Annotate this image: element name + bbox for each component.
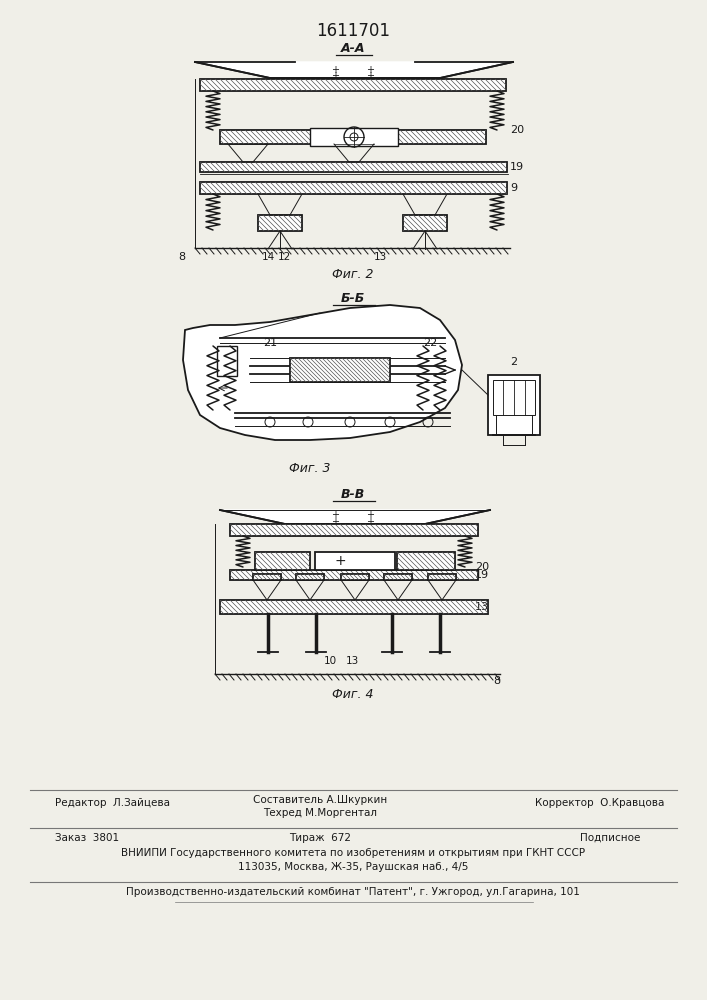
Bar: [310, 128, 398, 146]
Polygon shape: [195, 62, 513, 78]
Bar: [258, 215, 302, 231]
Polygon shape: [220, 510, 490, 524]
Text: 19: 19: [510, 162, 524, 172]
Bar: [341, 574, 369, 580]
Text: Подписное: Подписное: [580, 833, 641, 843]
Text: 13: 13: [373, 252, 387, 262]
Text: 19: 19: [475, 570, 489, 580]
Text: +: +: [331, 510, 339, 520]
Text: 22: 22: [423, 338, 437, 348]
Text: +: +: [331, 517, 339, 527]
Bar: [360, 130, 486, 144]
Text: Тираж  672: Тираж 672: [289, 833, 351, 843]
Text: Производственно-издательский комбинат "Патент", г. Ужгород, ул.Гагарина, 101: Производственно-издательский комбинат "П…: [126, 887, 580, 897]
Text: Техред М.Моргентал: Техред М.Моргентал: [263, 808, 377, 818]
Text: 8: 8: [493, 676, 500, 686]
Text: +: +: [366, 65, 374, 75]
Text: Б-Б: Б-Б: [341, 292, 365, 305]
Text: 9: 9: [510, 183, 517, 193]
Text: +: +: [331, 65, 339, 75]
Text: Фиг. 3: Фиг. 3: [289, 462, 331, 475]
Text: Составитель А.Шкуркин: Составитель А.Шкуркин: [253, 795, 387, 805]
Text: ВНИИПИ Государственного комитета по изобретениям и открытиям при ГКНТ СССР: ВНИИПИ Государственного комитета по изоб…: [121, 848, 585, 858]
Text: Редактор  Л.Зайцева: Редактор Л.Зайцева: [55, 798, 170, 808]
Text: 20: 20: [510, 125, 524, 135]
Text: 21: 21: [263, 338, 277, 348]
Text: 8: 8: [178, 252, 185, 262]
Bar: [384, 574, 412, 580]
Text: 10: 10: [323, 656, 337, 666]
Bar: [200, 182, 507, 194]
Bar: [488, 375, 540, 435]
Bar: [397, 552, 455, 570]
Text: 12: 12: [277, 252, 291, 262]
Text: +: +: [366, 71, 374, 81]
Text: +: +: [331, 71, 339, 81]
Text: 2: 2: [510, 357, 518, 367]
Text: А-А: А-А: [341, 42, 366, 55]
Text: В-В: В-В: [341, 488, 365, 501]
Text: Заказ  3801: Заказ 3801: [55, 833, 119, 843]
Text: 13: 13: [475, 602, 489, 612]
Text: Фиг. 2: Фиг. 2: [332, 268, 374, 281]
Bar: [428, 574, 456, 580]
Bar: [220, 130, 350, 144]
Text: 13: 13: [346, 656, 358, 666]
Bar: [200, 162, 507, 172]
Bar: [315, 552, 395, 570]
Bar: [403, 215, 447, 231]
Bar: [253, 574, 281, 580]
Bar: [255, 552, 310, 570]
Text: +: +: [366, 510, 374, 520]
Bar: [296, 574, 324, 580]
Text: 20: 20: [475, 562, 489, 572]
Bar: [230, 524, 478, 536]
Text: 12: 12: [400, 556, 414, 566]
Bar: [230, 570, 478, 580]
Bar: [200, 79, 506, 91]
Text: +: +: [334, 554, 346, 568]
Text: Корректор  О.Кравцова: Корректор О.Кравцова: [535, 798, 665, 808]
Bar: [290, 358, 390, 382]
Polygon shape: [183, 305, 462, 440]
Text: Фиг. 4: Фиг. 4: [332, 688, 374, 701]
Bar: [493, 380, 535, 415]
Bar: [217, 346, 237, 376]
Text: 113035, Москва, Ж-35, Раушская наб., 4/5: 113035, Москва, Ж-35, Раушская наб., 4/5: [238, 862, 468, 872]
Text: +: +: [366, 517, 374, 527]
Bar: [220, 600, 488, 614]
Text: 1611701: 1611701: [316, 22, 390, 40]
Text: 14: 14: [262, 252, 274, 262]
